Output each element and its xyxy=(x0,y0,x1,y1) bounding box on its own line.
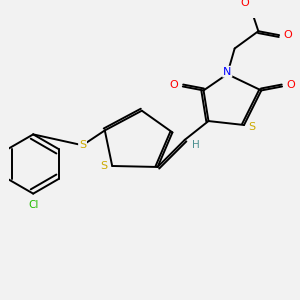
Text: N: N xyxy=(223,67,231,77)
Text: S: S xyxy=(100,161,107,171)
Text: O: O xyxy=(241,0,249,8)
Text: S: S xyxy=(79,140,86,150)
Text: Cl: Cl xyxy=(28,200,38,209)
Text: O: O xyxy=(284,30,292,40)
Text: O: O xyxy=(286,80,295,91)
Text: O: O xyxy=(169,80,178,91)
Text: H: H xyxy=(192,140,200,150)
Text: S: S xyxy=(248,122,255,133)
